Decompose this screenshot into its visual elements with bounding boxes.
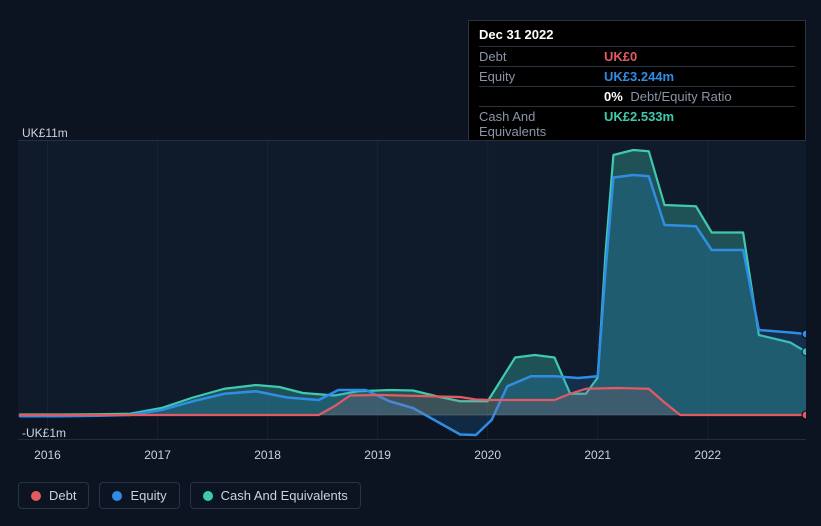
x-tick-label: 2020 (474, 448, 501, 462)
x-tick-label: 2017 (144, 448, 171, 462)
legend-item[interactable]: Debt (18, 482, 89, 509)
legend-label: Equity (130, 488, 166, 503)
x-tick-label: 2022 (694, 448, 721, 462)
tooltip-row-equity: Equity UK£3.244m (479, 66, 795, 86)
y-tick-label: UK£11m (22, 126, 68, 140)
chart-svg (18, 140, 806, 440)
x-tick-label: 2016 (34, 448, 61, 462)
tooltip-label (479, 89, 604, 104)
x-tick-label: 2021 (584, 448, 611, 462)
tooltip-label: Equity (479, 69, 604, 84)
chart-legend: Debt Equity Cash And Equivalents (18, 482, 361, 509)
tooltip-date: Dec 31 2022 (479, 27, 795, 46)
legend-item[interactable]: Equity (99, 482, 179, 509)
legend-dot-icon (31, 491, 41, 501)
legend-label: Debt (49, 488, 76, 503)
tooltip-value-debt: UK£0 (604, 49, 637, 64)
x-tick-label: 2018 (254, 448, 281, 462)
tooltip-row-ratio: 0% Debt/Equity Ratio (479, 86, 795, 106)
ratio-percent: 0% (604, 89, 623, 104)
tooltip-label: Debt (479, 49, 604, 64)
legend-dot-icon (112, 491, 122, 501)
tooltip-value-ratio: 0% Debt/Equity Ratio (604, 89, 732, 104)
chart-area: UK£11mUK£0-UK£1m 20162017201820192020202… (18, 120, 806, 480)
legend-item[interactable]: Cash And Equivalents (190, 482, 361, 509)
legend-label: Cash And Equivalents (221, 488, 348, 503)
ratio-label: Debt/Equity Ratio (630, 89, 731, 104)
legend-dot-icon (203, 491, 213, 501)
tooltip-value-equity: UK£3.244m (604, 69, 674, 84)
tooltip-row-debt: Debt UK£0 (479, 46, 795, 66)
x-tick-label: 2019 (364, 448, 391, 462)
